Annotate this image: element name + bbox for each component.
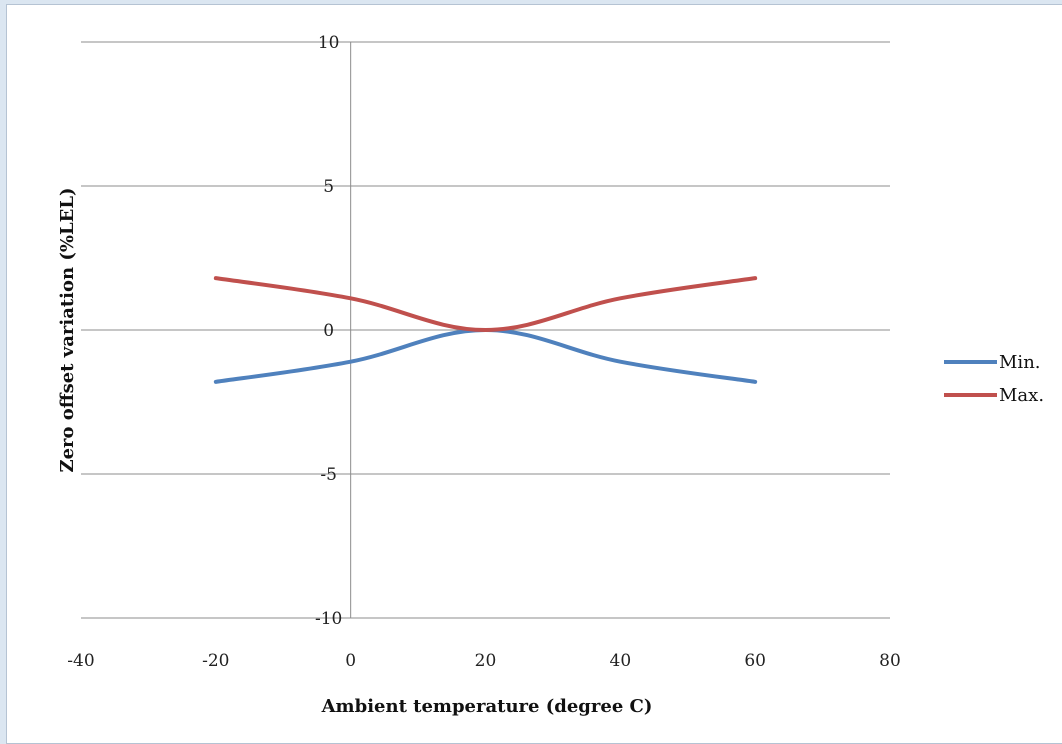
tick-labels: 10 5 0 -5 -10 -40 -20 0 20 40 60 80 <box>67 33 901 671</box>
y-tick-label-4: -10 <box>315 609 342 629</box>
x-tick-label-6: 80 <box>879 651 901 671</box>
legend-label-min: Min. <box>999 352 1041 373</box>
legend: Min. Max. <box>944 352 1044 406</box>
series-lines <box>213 276 758 384</box>
x-tick-label-4: 40 <box>610 651 632 671</box>
y-tick-label-3: -5 <box>320 465 337 485</box>
x-tick-label-3: 20 <box>475 651 497 671</box>
series-line-max <box>213 276 758 332</box>
y-tick-label-1: 5 <box>323 177 334 197</box>
x-axis-title: Ambient temperature (degree C) <box>321 696 653 717</box>
line-chart: 10 5 0 -5 -10 -40 -20 0 20 40 60 80 Ambient tempera… <box>57 33 1044 717</box>
x-tick-label-1: -20 <box>202 651 229 671</box>
x-tick-label-5: 60 <box>744 651 766 671</box>
x-tick-label-2: 0 <box>345 651 356 671</box>
x-tick-label-0: -40 <box>67 651 94 671</box>
legend-label-max: Max. <box>999 385 1044 406</box>
y-axis-title: Zero offset variation (%LEL) <box>57 187 78 472</box>
chart-frame: 10 5 0 -5 -10 -40 -20 0 20 40 60 80 Ambient tempera… <box>6 4 1062 744</box>
series-line-min <box>213 328 758 384</box>
y-tick-label-2: 0 <box>323 321 334 341</box>
y-tick-label-0: 10 <box>318 33 340 53</box>
